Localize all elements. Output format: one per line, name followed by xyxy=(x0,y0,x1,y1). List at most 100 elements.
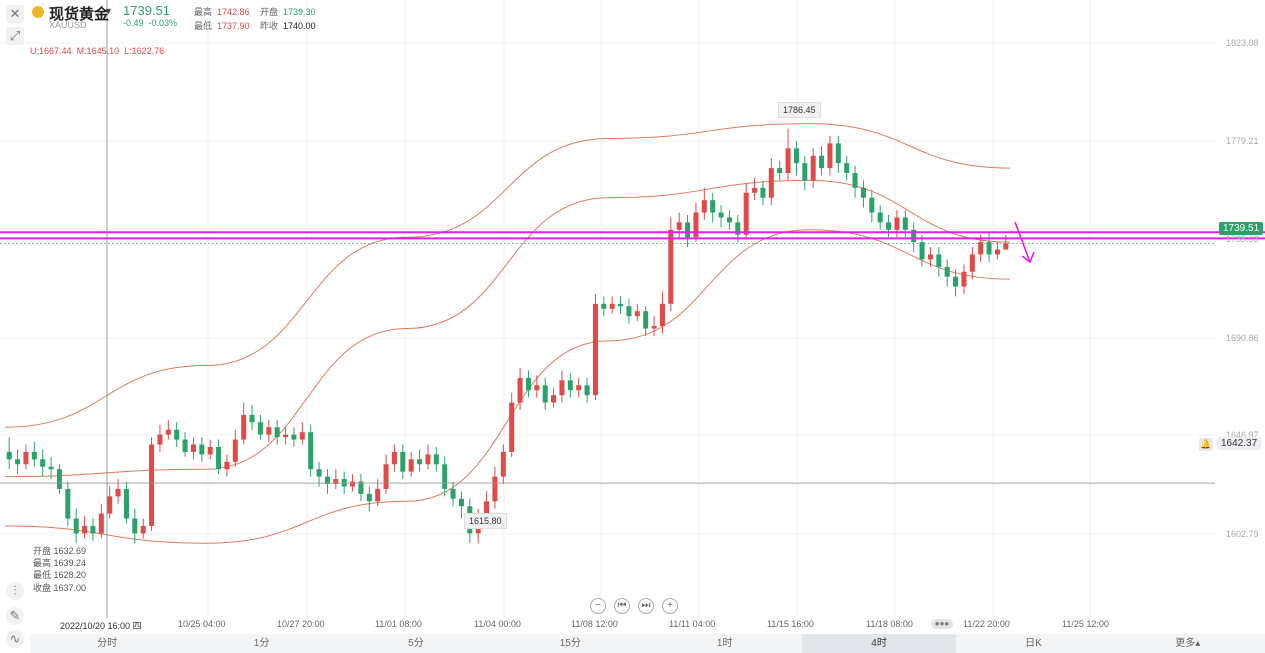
low-stat: 最低 1737.90 xyxy=(194,21,250,31)
candle-body xyxy=(216,446,222,470)
candle-body xyxy=(123,488,129,519)
x-tick: 11/01 08:00 xyxy=(375,619,422,629)
boll-values: U:1667.44 M:1645.10 L:1622.76 xyxy=(30,46,165,56)
boll-upper xyxy=(4,123,1011,428)
close-icon[interactable]: ✕ xyxy=(6,5,24,23)
candle-body xyxy=(15,459,21,465)
candle-body xyxy=(584,385,590,396)
candle-body xyxy=(149,444,155,526)
ohlc-high: 最高 1639.24 xyxy=(33,558,87,569)
candle-body xyxy=(241,414,247,440)
candle-body xyxy=(274,427,280,438)
candle-body xyxy=(484,501,490,519)
candle-body xyxy=(827,143,833,169)
candle-body xyxy=(299,432,305,440)
candle-body xyxy=(375,488,381,502)
candle-body xyxy=(400,451,406,472)
instrument-name[interactable]: 现货黄金 xyxy=(49,6,110,23)
candle-body xyxy=(844,163,850,174)
x-tick: 10/27 20:00 xyxy=(277,619,325,629)
candle-body xyxy=(961,271,967,287)
candle-body xyxy=(877,212,883,223)
tab-timeframe[interactable]: 日K xyxy=(1025,638,1042,649)
candle-body xyxy=(48,466,54,470)
candle-body xyxy=(777,168,783,174)
candle-body xyxy=(174,429,180,440)
candle-body xyxy=(65,488,71,519)
boll-lower xyxy=(4,229,1011,544)
candle-body xyxy=(626,306,632,317)
candle-body xyxy=(994,249,1000,255)
timeframe-bar: 分时 1分 5分 15分 1时 4时 日K 更多▴ xyxy=(30,634,1265,653)
candle-body xyxy=(358,481,364,494)
candle-body xyxy=(224,461,230,470)
candle-body xyxy=(433,454,439,465)
candle-body xyxy=(969,254,975,272)
chart-type-icon[interactable]: ∿ xyxy=(6,630,24,648)
tab-more[interactable]: 更多▴ xyxy=(1175,638,1201,649)
y-tick: 1779.21 xyxy=(1226,136,1259,146)
candle-body xyxy=(911,229,917,243)
candle-body xyxy=(869,197,875,213)
trough-label: 1615.80 xyxy=(464,513,507,529)
candle-body xyxy=(601,303,607,309)
candle-body xyxy=(31,451,37,460)
candle-body xyxy=(944,266,950,277)
candle-body xyxy=(107,496,113,514)
tab-timeframe[interactable]: 15分 xyxy=(559,638,581,649)
candle-body xyxy=(525,377,531,391)
ohlc-close: 收盘 1637.00 xyxy=(33,582,87,593)
candle-body xyxy=(551,395,557,403)
tab-timeframe[interactable]: 1分 xyxy=(253,638,270,649)
candle-body xyxy=(559,380,565,396)
candle-body xyxy=(73,518,79,534)
candle-body xyxy=(333,479,339,484)
high-stat: 最高 1742.86 xyxy=(194,7,250,17)
x-tick: 11/18 08:00 xyxy=(866,619,913,629)
candle-body xyxy=(936,254,942,267)
candle-body xyxy=(492,476,498,502)
candle-body xyxy=(350,481,356,487)
bell-icon[interactable]: 🔔 xyxy=(1199,438,1213,451)
candle-body xyxy=(693,212,699,238)
candle-body xyxy=(90,525,96,534)
candle-body xyxy=(182,439,188,452)
tab-timeframe-active[interactable]: 4时 xyxy=(801,634,957,653)
candle-body xyxy=(919,242,925,260)
x-tick: 11/04 00:00 xyxy=(474,619,521,629)
candle-body xyxy=(82,525,88,534)
zoom-out-button[interactable]: − xyxy=(590,598,606,614)
chevron-down-icon[interactable]: ▼ xyxy=(104,6,113,16)
candlesticks xyxy=(6,128,1009,544)
tab-timeframe[interactable]: 分时 xyxy=(97,638,118,649)
candle-body xyxy=(927,254,933,260)
candle-body xyxy=(659,303,665,327)
candle-body xyxy=(408,459,414,472)
candle-body xyxy=(668,229,674,304)
zoom-in-button[interactable]: + xyxy=(662,598,678,614)
candle-body xyxy=(442,464,448,489)
indicator-icon[interactable]: ⫶ xyxy=(6,582,24,600)
step-back-button[interactable]: ⏮ xyxy=(614,598,630,614)
open-stat: 开盘 1739.30 xyxy=(260,7,316,17)
candle-body xyxy=(140,525,146,534)
x-tick: 11/08 12:00 xyxy=(571,619,618,629)
candle-body xyxy=(701,200,707,213)
gold-coin-icon xyxy=(32,6,44,18)
candle-body xyxy=(567,380,573,391)
x-tick: 11/11 04:00 xyxy=(669,619,716,629)
candle-body xyxy=(576,385,582,391)
candle-body xyxy=(860,187,866,198)
tab-timeframe[interactable]: 5分 xyxy=(408,638,424,649)
scroll-handle[interactable]: ●●● xyxy=(931,619,953,629)
candle-body xyxy=(542,385,548,403)
candle-body xyxy=(6,451,12,460)
candle-body xyxy=(768,168,774,198)
pencil-icon[interactable]: ✎ xyxy=(6,607,24,625)
tab-timeframe[interactable]: 1时 xyxy=(716,638,733,649)
expand-icon[interactable]: ⤢ xyxy=(6,27,24,45)
candle-body xyxy=(232,439,238,462)
candle-body xyxy=(56,469,62,489)
step-forward-button[interactable]: ⏭ xyxy=(638,598,654,614)
